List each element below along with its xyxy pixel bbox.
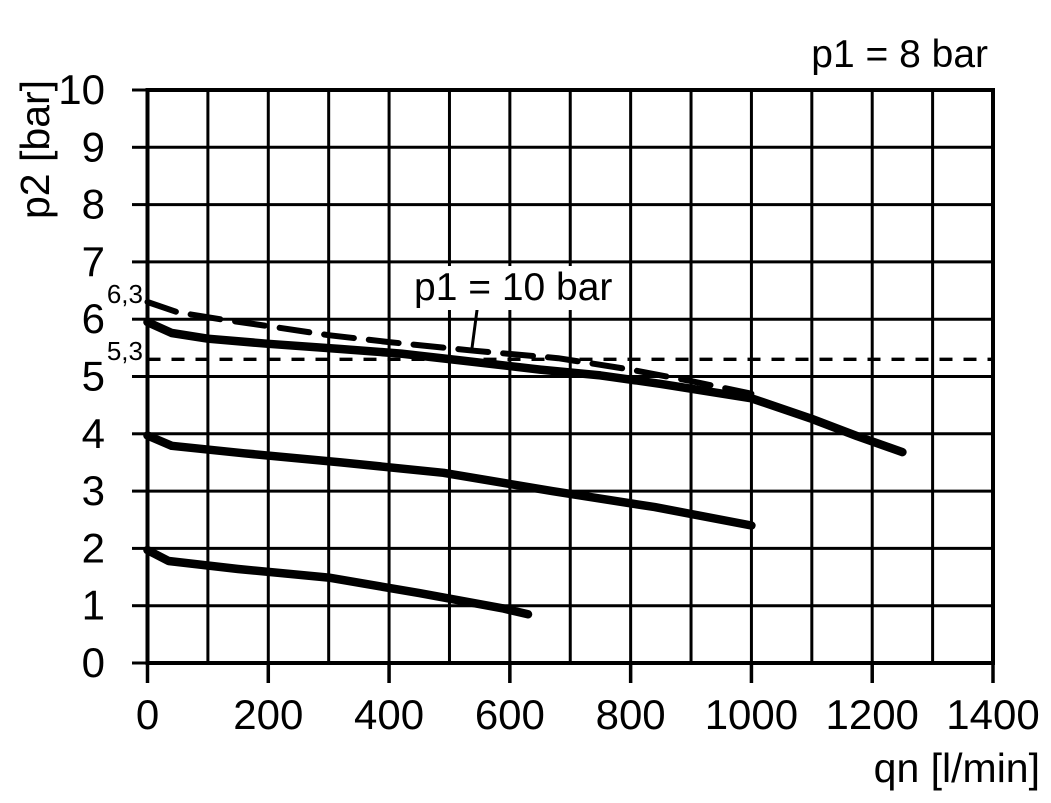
x-tick-label: 800 <box>596 691 666 738</box>
annotation-leader-line <box>470 303 480 350</box>
y-tick-label: 6 <box>82 295 105 342</box>
y-tick-label: 9 <box>82 123 105 170</box>
x-tick-label: 1000 <box>705 691 798 738</box>
y-special-tick-6-3: 6,3 <box>106 279 143 309</box>
y-tick-label: 0 <box>82 639 105 686</box>
tick-layer <box>132 88 995 683</box>
curve-setting-2bar <box>143 545 533 619</box>
tick-label-layer: 0 1 2 3 4 5 6 7 8 9 10 0 200 400 600 800 1000 1200 1400 <box>58 66 1039 738</box>
annotation-p1-8bar: p1 = 8 bar <box>811 33 988 76</box>
curve-setting-4bar <box>143 431 756 530</box>
y-tick-label: 8 <box>82 181 105 228</box>
y-tick-label: 7 <box>82 238 105 285</box>
y-tick-label: 10 <box>58 66 105 113</box>
x-axis-title: qn [l/min] <box>873 745 1040 791</box>
y-tick-label: 5 <box>82 353 105 400</box>
x-tick-label: 200 <box>233 691 303 738</box>
y-tick-label: 1 <box>82 582 105 629</box>
leader-line-layer <box>470 303 480 350</box>
curve-p1-8bar <box>143 317 907 457</box>
annotation-p1-10bar: p1 = 10 bar <box>406 266 621 310</box>
y-tick-label: 2 <box>82 524 105 571</box>
y-tick-label: 4 <box>82 410 105 457</box>
x-tick-label: 1200 <box>825 691 918 738</box>
x-tick-label: 1400 <box>946 691 1039 738</box>
x-tick-label: 400 <box>354 691 424 738</box>
x-tick-label: 600 <box>475 691 545 738</box>
y-axis-title: p2 [bar] <box>12 79 58 219</box>
curve-p1-10bar <box>144 299 755 397</box>
x-tick-label: 0 <box>136 691 159 738</box>
y-tick-label: 3 <box>82 467 105 514</box>
curve-layer <box>143 299 907 619</box>
y-special-tick-5-3: 5,3 <box>106 336 143 366</box>
